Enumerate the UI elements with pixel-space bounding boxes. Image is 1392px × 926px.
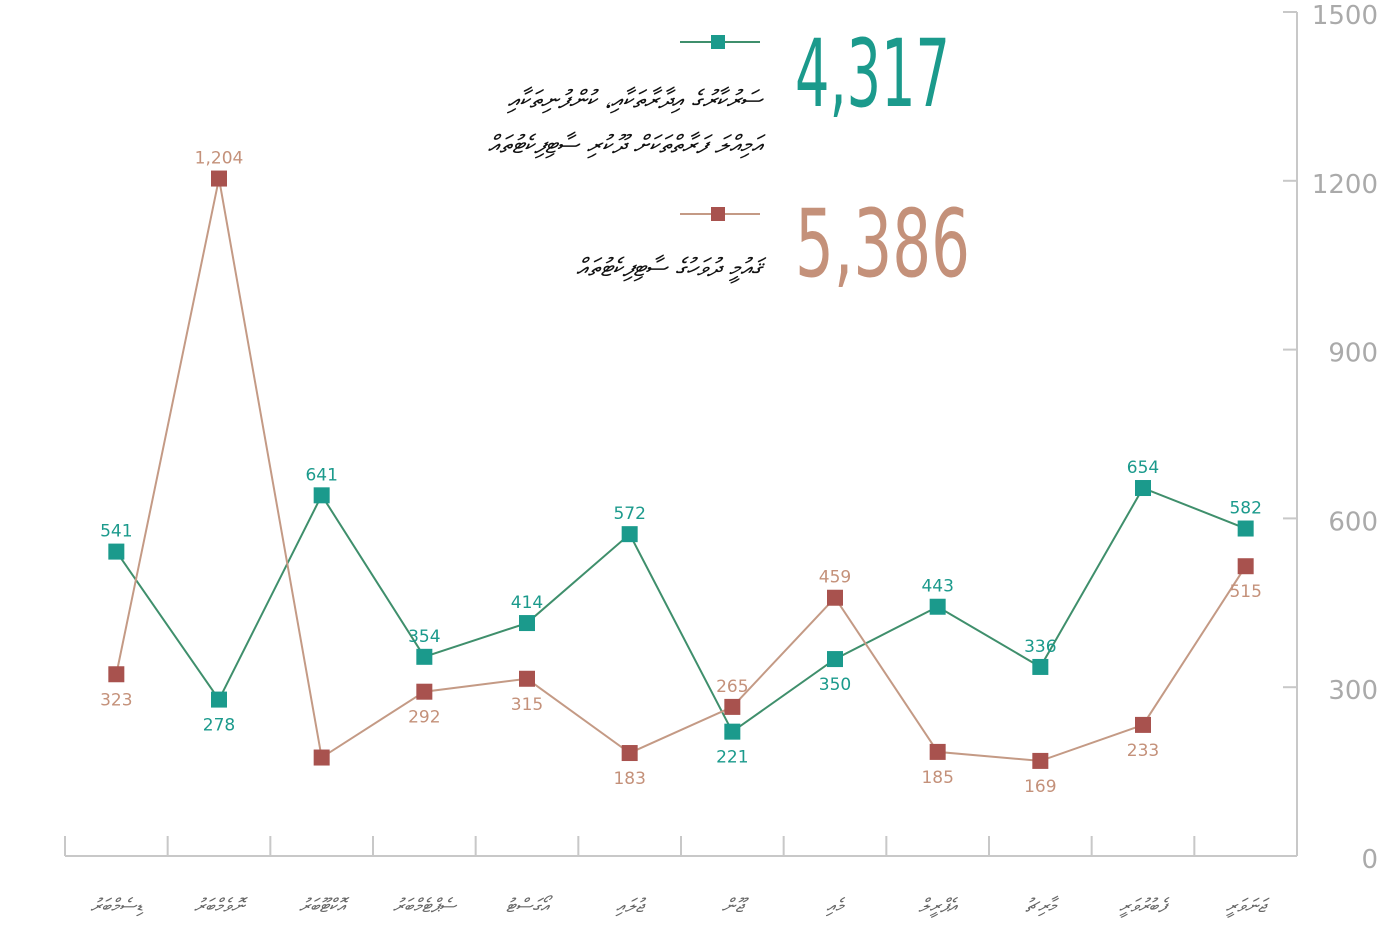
marker — [1135, 716, 1151, 733]
data-label: 169 — [1024, 777, 1056, 797]
data-label: 515 — [1229, 582, 1261, 602]
legend-marker — [711, 35, 725, 49]
legend-total: 5,386 — [795, 190, 970, 299]
legend-marker — [711, 207, 725, 221]
x-tick-label: ސެޕްޓެމްބަރު — [393, 895, 458, 917]
marker — [313, 749, 330, 766]
y-tick-label: 0 — [1361, 845, 1378, 875]
marker — [211, 691, 227, 708]
data-label: 572 — [613, 504, 645, 524]
series-line — [115, 178, 1247, 762]
data-label: 323 — [100, 690, 132, 710]
marker — [929, 743, 946, 760]
data-label: 185 — [921, 768, 953, 788]
y-tick-label: 300 — [1328, 676, 1378, 706]
marker — [108, 666, 125, 683]
x-tick-label: ފެބުރުވަރީ — [1119, 895, 1170, 918]
data-label: 541 — [100, 522, 132, 542]
x-tick-label: މާރިޗު — [1025, 895, 1059, 917]
marker — [313, 487, 330, 504]
data-label: 414 — [511, 593, 543, 613]
data-label: 278 — [203, 716, 235, 736]
x-tick-label: އޮކްޓޫބަރު — [299, 895, 350, 917]
data-label: 443 — [921, 577, 953, 597]
marker — [1237, 520, 1254, 537]
data-label: 582 — [1229, 499, 1261, 519]
y-tick-label: 600 — [1328, 507, 1378, 537]
data-label: 354 — [408, 627, 440, 647]
data-label: 459 — [819, 568, 851, 588]
data-label: 265 — [716, 677, 748, 697]
marker — [519, 615, 535, 632]
marker — [621, 526, 638, 543]
x-tick-label: ޑިސެމްބަރު — [90, 895, 143, 917]
data-label: 641 — [305, 465, 337, 485]
marker — [211, 170, 227, 187]
marker — [519, 670, 535, 687]
marker — [1135, 480, 1151, 497]
series-line — [115, 486, 1247, 734]
legend-label: ސަރުކާރުގެ އިދާރާތަކާއި، ކުންފުނިތަކާއި — [506, 85, 764, 114]
legend-total: 4,317 — [795, 20, 950, 129]
y-tick-label: 900 — [1328, 339, 1378, 369]
x-tick-label: މެއި — [825, 895, 845, 917]
data-label: 350 — [819, 675, 851, 695]
data-label: 292 — [408, 708, 440, 728]
marker — [1032, 658, 1049, 675]
x-tick-label: ޖޫން — [722, 895, 750, 917]
y-tick-label: 1200 — [1312, 170, 1378, 200]
marker — [929, 598, 946, 615]
marker — [416, 648, 433, 665]
marker — [416, 683, 433, 700]
legend-label: އަމިއްލަ ފަރާތްތަކަށް ދޫކުރި ސާޓިފިކެޓުތ… — [488, 130, 767, 159]
data-label: 336 — [1024, 637, 1056, 657]
data-label: 183 — [613, 769, 645, 789]
x-tick-label: ނޮވެމްބަރު — [194, 895, 249, 917]
x-tick-label: އޯގަސްޓު — [506, 895, 553, 917]
marker — [724, 698, 741, 715]
marker — [724, 723, 741, 740]
marker — [621, 745, 638, 762]
x-tick-label: ޖަނަވަރީ — [1225, 895, 1269, 918]
x-tick-label: ޖުލައި — [615, 895, 647, 917]
data-label: 221 — [716, 748, 748, 768]
data-label: 654 — [1127, 458, 1159, 478]
data-label: 1,204 — [195, 149, 244, 169]
marker — [1032, 752, 1049, 769]
marker — [1237, 558, 1254, 575]
y-tick-label: 1500 — [1312, 1, 1378, 31]
marker — [827, 589, 843, 606]
marker — [827, 651, 843, 668]
marker — [108, 543, 125, 560]
x-tick-label: އެޕްރީލް — [918, 895, 958, 918]
data-label: 315 — [511, 695, 543, 715]
legend-label: ޤައުމީ ދުވަހުގެ ސާޓިފިކެޓުތައް — [576, 253, 767, 284]
data-label: 233 — [1127, 741, 1159, 761]
